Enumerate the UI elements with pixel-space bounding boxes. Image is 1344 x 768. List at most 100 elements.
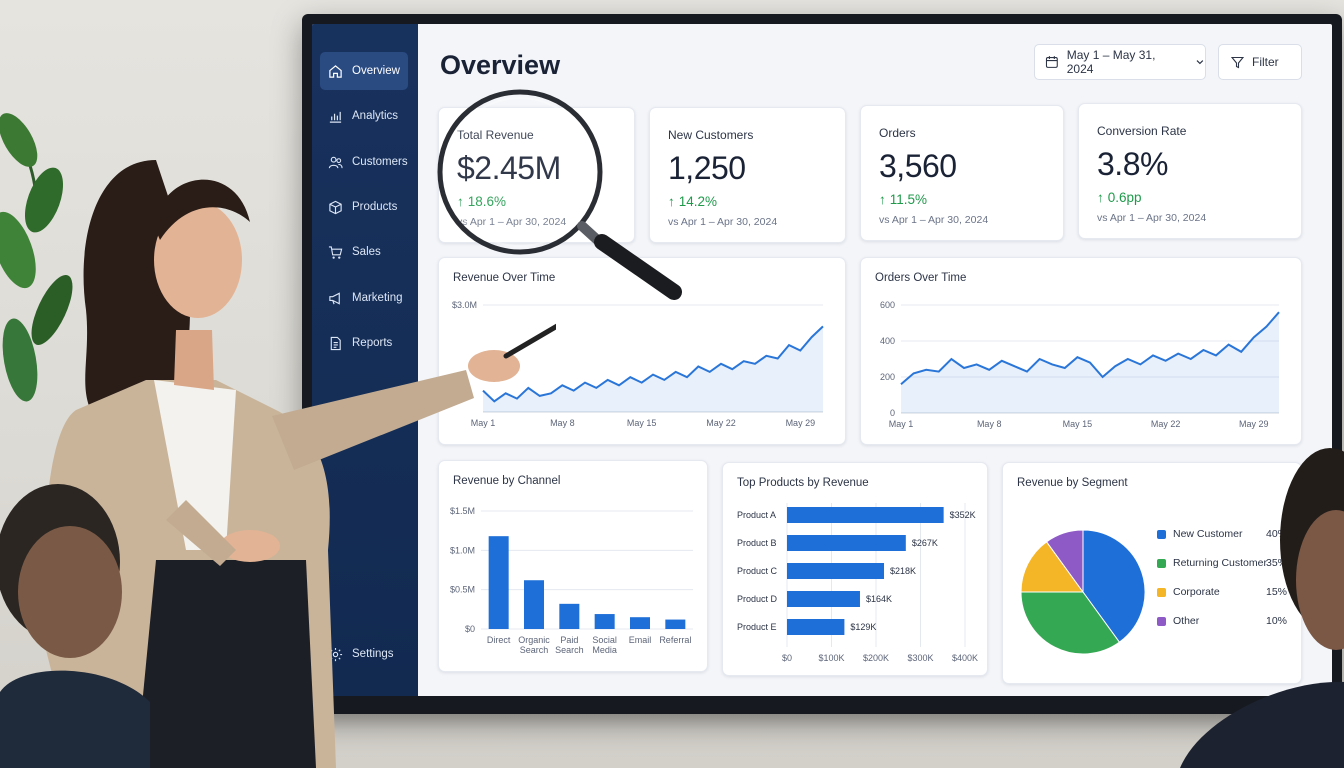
kpi-value: 3.8% [1097, 146, 1168, 182]
legend-swatch [1157, 588, 1166, 597]
revenue-by-segment-card: Revenue by Segment New Customer 40% Retur… [1002, 462, 1302, 684]
data-label: $267K [912, 538, 938, 548]
audience-member-right [1180, 448, 1344, 768]
x-tick-label: May 22 [706, 418, 736, 428]
filter-icon [1231, 56, 1244, 68]
sidebar-item-reports[interactable]: Reports [320, 324, 408, 362]
document-icon [330, 336, 341, 350]
sidebar-item-products[interactable]: Products [320, 188, 408, 226]
filter-label: Filter [1252, 55, 1279, 69]
chart-title: Revenue by Channel [453, 475, 561, 487]
y-tick-label: Product B [737, 538, 777, 548]
x-tick-label: $0 [782, 653, 792, 663]
kpi-delta: ↑ 11.5% [879, 192, 927, 207]
sidebar-item-marketing[interactable]: Marketing [320, 279, 408, 317]
data-label: $218K [890, 566, 916, 576]
calendar-icon [1045, 56, 1058, 68]
y-tick-label: Product C [737, 566, 778, 576]
x-tick-label: $400K [952, 653, 978, 663]
x-tick-label: Search [520, 645, 549, 655]
sidebar-item-label: Sales [352, 246, 381, 258]
legend-item: Other 10% [1157, 614, 1287, 643]
kpi-card-conversion-rate: Conversion Rate 3.8% ↑ 0.6pp vs Apr 1 – A… [1078, 103, 1302, 239]
date-range-picker[interactable]: May 1 – May 31, 2024 [1034, 44, 1206, 80]
dashboard-screen: Overview Analytics Customers Products Sa… [312, 24, 1332, 696]
kpi-value: $2.45M [457, 150, 561, 187]
sidebar-item-settings[interactable]: Settings [320, 635, 408, 673]
kpi-compare: vs Apr 1 – Apr 30, 2024 [457, 216, 566, 228]
legend-label: Other [1173, 615, 1200, 627]
legend-swatch [1157, 559, 1166, 568]
kpi-label: Orders [879, 126, 916, 140]
kpi-label: New Customers [668, 128, 754, 142]
arrow-up-icon: ↑ [1097, 190, 1104, 205]
kpi-delta-value: 11.5% [889, 192, 928, 207]
date-range-label: May 1 – May 31, 2024 [1066, 48, 1156, 76]
sidebar-item-label: Analytics [352, 110, 399, 122]
sidebar-item-sales[interactable]: Sales [320, 233, 408, 271]
y-tick-label: 600 [880, 300, 895, 310]
legend-percent: 10% [1265, 615, 1287, 627]
pie-slice [1045, 529, 1084, 594]
data-label: $129K [850, 622, 876, 632]
x-tick-label: $100K [818, 653, 844, 663]
pie-slice [1082, 529, 1146, 643]
sidebar-item-overview[interactable]: Overview [320, 52, 408, 90]
kpi-compare: vs Apr 1 – Apr 30, 2024 [668, 216, 778, 228]
pie-slice [1020, 541, 1084, 593]
x-tick-label: May 22 [1151, 419, 1181, 429]
data-label: $352K [950, 510, 976, 520]
y-tick-label: $0.5M [450, 585, 475, 595]
legend-swatch [1157, 617, 1166, 626]
x-tick-label: May 1 [471, 418, 496, 428]
y-tick-label: $3.0M [452, 300, 477, 310]
y-tick-label: 200 [880, 372, 895, 382]
chart-title: Top Products by Revenue [737, 477, 869, 489]
x-tick-label: $300K [907, 653, 933, 663]
x-tick-label: May 1 [889, 419, 914, 429]
bar [559, 603, 580, 629]
chart-title: Revenue Over Time [453, 272, 556, 284]
chevron-down-icon [1196, 60, 1204, 65]
bar [594, 614, 615, 629]
kpi-compare: vs Apr 1 – Apr 30, 2024 [879, 214, 989, 226]
bar [665, 619, 686, 629]
kpi-delta: ↑ 14.2% [668, 194, 717, 209]
sidebar-item-label: Settings [352, 648, 394, 660]
bar [488, 536, 509, 629]
x-tick-label: Search [555, 645, 584, 655]
legend-label: Corporate [1173, 586, 1220, 598]
legend-swatch [1157, 530, 1166, 539]
bar [524, 580, 544, 629]
gear-icon [328, 647, 343, 661]
megaphone-icon [329, 291, 340, 305]
legend-percent: 15% [1265, 586, 1287, 598]
revenue-by-channel-card: Revenue by Channel $1.5M $1.0M $0.5M $0 Dire… [438, 460, 708, 672]
data-label: $164K [866, 594, 892, 604]
x-tick-label: Email [629, 635, 652, 645]
series-line [900, 311, 1280, 385]
main-content: Overview May 1 – May 31, 2024 Filter Tot… [418, 24, 1332, 696]
pie-slice [1020, 591, 1121, 655]
presenter-woman [43, 160, 556, 768]
magnifying-glass [437, 89, 682, 300]
sidebar-item-analytics[interactable]: Analytics [320, 97, 408, 135]
filter-button[interactable]: Filter [1218, 44, 1302, 80]
x-tick-label: Organic [518, 635, 550, 645]
y-tick-label: $1.5M [450, 506, 475, 516]
y-tick-label: $0 [465, 624, 475, 634]
y-tick-label: Product E [737, 622, 777, 632]
x-tick-label: May 29 [786, 418, 816, 428]
kpi-value: 1,250 [668, 150, 746, 186]
x-tick-label: Paid [560, 635, 578, 645]
x-tick-label: Media [592, 645, 617, 655]
bar [787, 619, 845, 635]
legend-label: New Customer [1173, 528, 1243, 540]
series-line [482, 325, 824, 403]
x-tick-label: Referral [659, 635, 691, 645]
sidebar-item-customers[interactable]: Customers [320, 143, 408, 181]
users-icon [328, 156, 343, 168]
sidebar-item-label: Marketing [352, 292, 403, 304]
kpi-delta: ↑ 18.6% [457, 194, 506, 209]
